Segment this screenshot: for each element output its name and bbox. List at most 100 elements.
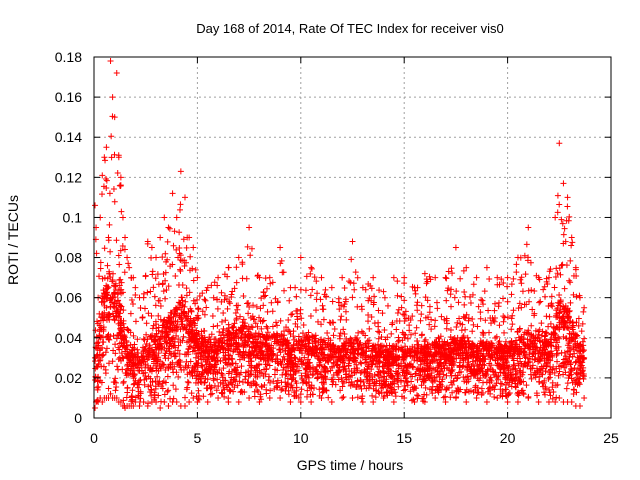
y-axis-label: ROTI / TECUs <box>5 195 21 285</box>
data-point <box>222 360 229 367</box>
data-point <box>228 340 235 347</box>
data-point <box>566 354 573 361</box>
data-point <box>414 307 421 314</box>
data-point <box>348 378 355 385</box>
data-point <box>577 367 584 374</box>
data-point <box>148 387 155 394</box>
data-point <box>449 381 456 388</box>
data-point <box>215 383 222 390</box>
data-point <box>401 280 408 287</box>
data-point <box>256 314 263 321</box>
data-point <box>394 292 401 299</box>
data-point <box>210 323 217 330</box>
data-point <box>425 350 432 357</box>
data-point <box>138 353 145 360</box>
data-point <box>186 398 193 405</box>
data-point <box>554 192 561 199</box>
data-point <box>287 371 294 378</box>
data-point <box>145 310 152 317</box>
data-point <box>231 376 238 383</box>
data-point <box>261 293 268 300</box>
data-point <box>410 396 417 403</box>
data-point <box>518 304 525 311</box>
data-point <box>383 357 390 364</box>
data-point <box>304 348 311 355</box>
data-point <box>250 315 257 322</box>
data-point <box>144 240 151 247</box>
data-point <box>372 382 379 389</box>
data-point <box>462 293 469 300</box>
data-point <box>111 198 118 205</box>
data-point <box>191 367 198 374</box>
data-point <box>523 301 530 308</box>
data-point <box>414 392 421 399</box>
data-point <box>298 360 305 367</box>
data-point <box>191 332 198 339</box>
data-point <box>159 254 166 261</box>
data-point <box>149 325 156 332</box>
data-point <box>205 346 212 353</box>
data-point <box>492 300 499 307</box>
data-point <box>531 357 538 364</box>
data-point <box>358 360 365 367</box>
data-point <box>227 387 234 394</box>
data-point <box>400 354 407 361</box>
data-point <box>414 341 421 348</box>
data-point <box>126 359 133 366</box>
data-point <box>239 379 246 386</box>
data-point <box>147 375 154 382</box>
data-point <box>229 324 236 331</box>
data-point <box>504 274 511 281</box>
data-point <box>362 341 369 348</box>
data-point <box>556 201 563 208</box>
data-point <box>525 327 532 334</box>
data-point <box>304 387 311 394</box>
data-point <box>426 365 433 372</box>
data-point <box>152 275 159 282</box>
data-point <box>366 294 373 301</box>
data-point <box>307 270 314 277</box>
data-point <box>179 337 186 344</box>
data-point <box>473 274 480 281</box>
data-point <box>483 372 490 379</box>
data-point <box>217 346 224 353</box>
data-point <box>253 303 260 310</box>
data-point <box>230 388 237 395</box>
y-tick-label: 0.16 <box>55 89 82 105</box>
data-point <box>219 380 226 387</box>
data-point <box>385 349 392 356</box>
data-point <box>325 354 332 361</box>
data-point <box>510 275 517 282</box>
data-point <box>192 347 199 354</box>
data-point <box>131 345 138 352</box>
data-point <box>305 371 312 378</box>
data-point <box>176 229 183 236</box>
data-point <box>541 283 548 290</box>
data-point <box>242 342 249 349</box>
data-point <box>312 342 319 349</box>
data-point <box>486 275 493 282</box>
data-point <box>515 305 522 312</box>
data-point <box>121 402 128 409</box>
data-point <box>200 342 207 349</box>
data-point <box>509 321 516 328</box>
data-point <box>531 288 538 295</box>
data-point <box>518 274 525 281</box>
data-point <box>162 295 169 302</box>
data-point <box>202 297 209 304</box>
data-point <box>491 386 498 393</box>
data-point <box>353 361 360 368</box>
data-point <box>219 329 226 336</box>
data-point <box>260 317 267 324</box>
data-point <box>141 305 148 312</box>
data-point <box>235 351 242 358</box>
data-point <box>345 360 352 367</box>
data-point <box>381 353 388 360</box>
data-point <box>161 316 168 323</box>
data-point <box>187 253 194 260</box>
data-point <box>548 342 555 349</box>
data-point <box>315 339 322 346</box>
data-point <box>572 359 579 366</box>
data-point <box>232 360 239 367</box>
data-point <box>147 333 154 340</box>
